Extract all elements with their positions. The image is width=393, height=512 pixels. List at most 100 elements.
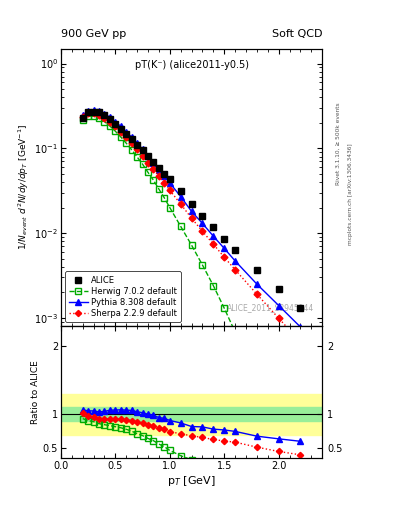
Pythia 8.308 default	[151, 159, 156, 165]
Line: Sherpa 2.2.9 default: Sherpa 2.2.9 default	[80, 111, 303, 345]
Text: pT(K⁻) (alice2011-y0.5): pT(K⁻) (alice2011-y0.5)	[134, 60, 249, 70]
ALICE	[113, 121, 118, 127]
Sherpa 2.2.9 default	[211, 241, 216, 247]
Herwig 7.0.2 default	[298, 493, 303, 499]
Sherpa 2.2.9 default	[233, 267, 237, 273]
Herwig 7.0.2 default	[140, 161, 145, 167]
ALICE	[151, 159, 156, 165]
Sherpa 2.2.9 default	[167, 187, 172, 194]
Herwig 7.0.2 default	[108, 123, 112, 129]
Sherpa 2.2.9 default	[151, 166, 156, 172]
Pythia 8.308 default	[222, 245, 227, 251]
ALICE	[211, 224, 216, 230]
Sherpa 2.2.9 default	[113, 123, 118, 130]
Line: Pythia 8.308 default: Pythia 8.308 default	[79, 107, 304, 330]
Y-axis label: Ratio to ALICE: Ratio to ALICE	[31, 360, 40, 424]
ALICE	[124, 131, 129, 137]
Herwig 7.0.2 default	[276, 433, 281, 439]
Legend: ALICE, Herwig 7.0.2 default, Pythia 8.308 default, Sherpa 2.2.9 default: ALICE, Herwig 7.0.2 default, Pythia 8.30…	[65, 271, 181, 322]
ALICE	[135, 141, 140, 147]
Sherpa 2.2.9 default	[135, 146, 140, 152]
Pythia 8.308 default	[156, 166, 161, 173]
ALICE	[167, 176, 172, 182]
Pythia 8.308 default	[102, 111, 107, 117]
Sherpa 2.2.9 default	[108, 119, 112, 125]
Pythia 8.308 default	[167, 180, 172, 186]
ALICE	[156, 165, 161, 171]
Pythia 8.308 default	[124, 129, 129, 135]
Pythia 8.308 default	[189, 208, 194, 215]
ALICE	[80, 115, 85, 121]
Herwig 7.0.2 default	[233, 329, 237, 335]
Sherpa 2.2.9 default	[146, 159, 151, 165]
Pythia 8.308 default	[91, 107, 96, 113]
Pythia 8.308 default	[118, 123, 123, 130]
Herwig 7.0.2 default	[222, 305, 227, 311]
Pythia 8.308 default	[113, 118, 118, 124]
Herwig 7.0.2 default	[135, 154, 140, 160]
Text: mcplots.cern.ch [arXiv:1306.3436]: mcplots.cern.ch [arXiv:1306.3436]	[348, 144, 353, 245]
Herwig 7.0.2 default	[146, 169, 151, 176]
Herwig 7.0.2 default	[189, 242, 194, 248]
Sherpa 2.2.9 default	[118, 129, 123, 135]
Pythia 8.308 default	[255, 281, 259, 287]
Sherpa 2.2.9 default	[276, 315, 281, 322]
ALICE	[108, 116, 112, 122]
Herwig 7.0.2 default	[156, 186, 161, 192]
Pythia 8.308 default	[211, 233, 216, 239]
X-axis label: p$_T$ [GeV]: p$_T$ [GeV]	[167, 474, 216, 488]
Herwig 7.0.2 default	[178, 223, 183, 229]
Line: Herwig 7.0.2 default: Herwig 7.0.2 default	[79, 113, 304, 499]
Sherpa 2.2.9 default	[140, 153, 145, 159]
Herwig 7.0.2 default	[167, 204, 172, 210]
Herwig 7.0.2 default	[255, 378, 259, 384]
Herwig 7.0.2 default	[151, 177, 156, 183]
Sherpa 2.2.9 default	[102, 115, 107, 121]
ALICE	[102, 112, 107, 118]
Herwig 7.0.2 default	[102, 118, 107, 124]
Text: ALICE_2011_S8945144: ALICE_2011_S8945144	[227, 303, 314, 312]
Sherpa 2.2.9 default	[86, 111, 90, 117]
Herwig 7.0.2 default	[113, 128, 118, 134]
Pythia 8.308 default	[80, 112, 85, 118]
Pythia 8.308 default	[135, 140, 140, 146]
Pythia 8.308 default	[97, 108, 101, 114]
ALICE	[276, 286, 281, 292]
ALICE	[200, 213, 205, 219]
Line: ALICE: ALICE	[79, 109, 304, 311]
Herwig 7.0.2 default	[80, 117, 85, 123]
Herwig 7.0.2 default	[86, 113, 90, 119]
Herwig 7.0.2 default	[211, 283, 216, 289]
ALICE	[189, 201, 194, 207]
Text: Rivet 3.1.10, ≥ 500k events: Rivet 3.1.10, ≥ 500k events	[336, 102, 341, 185]
Sherpa 2.2.9 default	[129, 140, 134, 146]
Pythia 8.308 default	[129, 134, 134, 140]
Pythia 8.308 default	[233, 258, 237, 264]
Sherpa 2.2.9 default	[80, 114, 85, 120]
ALICE	[118, 126, 123, 132]
ALICE	[222, 236, 227, 242]
Herwig 7.0.2 default	[91, 113, 96, 119]
Sherpa 2.2.9 default	[178, 201, 183, 207]
ALICE	[140, 147, 145, 153]
Herwig 7.0.2 default	[118, 134, 123, 140]
Sherpa 2.2.9 default	[255, 291, 259, 297]
Pythia 8.308 default	[146, 153, 151, 159]
Sherpa 2.2.9 default	[200, 228, 205, 234]
Herwig 7.0.2 default	[129, 147, 134, 153]
Herwig 7.0.2 default	[162, 195, 167, 201]
ALICE	[255, 267, 259, 273]
Y-axis label: $1/N_{event}\ d^2N/dy/dp_T\ [\mathrm{GeV}^{-1}]$: $1/N_{event}\ d^2N/dy/dp_T\ [\mathrm{GeV…	[17, 124, 31, 250]
Herwig 7.0.2 default	[200, 262, 205, 268]
Pythia 8.308 default	[298, 324, 303, 330]
Text: Soft QCD: Soft QCD	[272, 29, 322, 39]
ALICE	[86, 110, 90, 116]
Pythia 8.308 default	[108, 114, 112, 120]
Pythia 8.308 default	[86, 108, 90, 114]
ALICE	[178, 188, 183, 195]
Sherpa 2.2.9 default	[298, 339, 303, 345]
Sherpa 2.2.9 default	[124, 134, 129, 140]
Sherpa 2.2.9 default	[222, 254, 227, 260]
Sherpa 2.2.9 default	[162, 180, 167, 186]
ALICE	[146, 153, 151, 159]
